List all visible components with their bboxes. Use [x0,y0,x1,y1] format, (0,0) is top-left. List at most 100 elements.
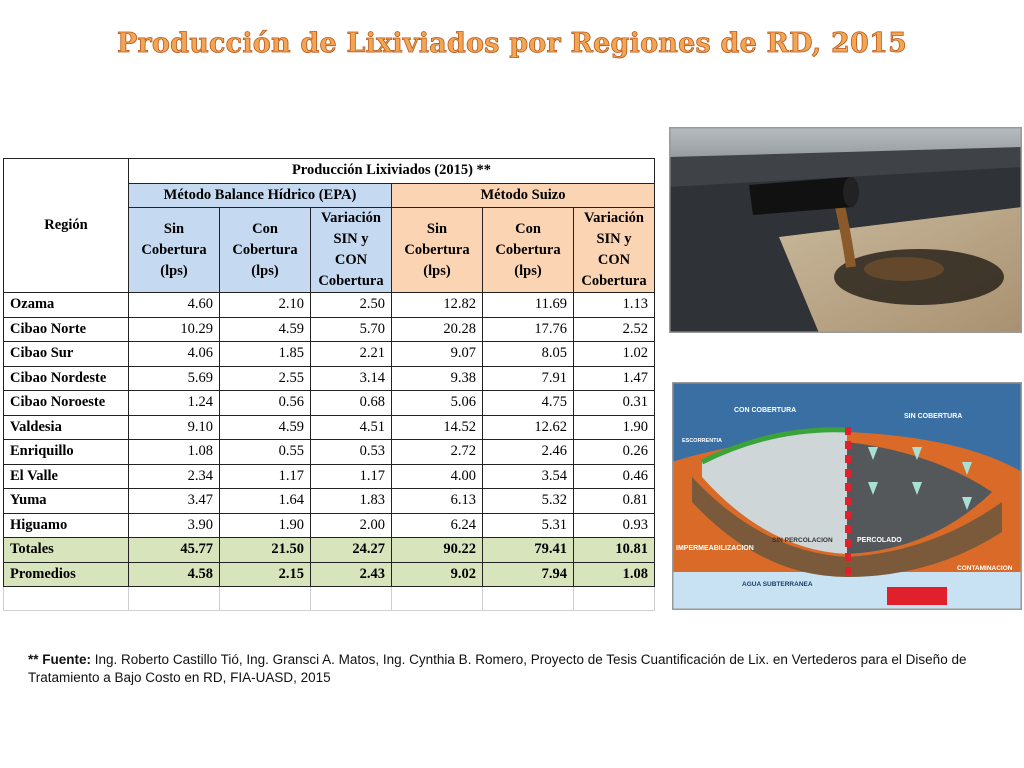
region-cell: Totales [3,537,129,563]
value-cell: 2.34 [128,463,220,489]
value-cell: 8.05 [482,341,574,367]
value-cell: 1.17 [310,463,392,489]
value-cell: 2.00 [310,512,392,538]
value-cell: 24.27 [310,537,392,563]
value-cell: 9.07 [391,341,483,367]
diagram-label-impermeabilizacion: IMPERMEABILIZACION [676,545,754,552]
value-cell: 3.90 [128,512,220,538]
region-cell: Higuamo [3,512,129,538]
region-cell: Valdesia [3,414,129,440]
region-header: Región [3,158,129,293]
value-cell: 2.46 [482,439,574,465]
region-cell: Yuma [3,488,129,514]
totals-row: Totales 45.77 21.50 24.27 90.22 79.41 10.81 [3,537,655,563]
value-cell: 1.83 [310,488,392,514]
source-note: ** Fuente: Ing. Roberto Castillo Tió, In… [28,651,1008,687]
diagram-label-escorrentia: ESCORRENTIA [682,438,722,444]
value-cell: 1.08 [128,439,220,465]
value-cell: 1.08 [573,561,655,587]
value-cell: 2.10 [219,292,311,318]
value-cell: 7.94 [482,561,574,587]
value-cell: 0.31 [573,390,655,416]
value-cell: 1.17 [219,463,311,489]
table-row: Enriquillo 1.08 0.55 0.53 2.72 2.46 0.26 [3,439,655,465]
table-row: Cibao Norte 10.29 4.59 5.70 20.28 17.76 2.52 [3,316,655,342]
value-cell: 5.06 [391,390,483,416]
value-cell: 4.60 [128,292,220,318]
col-suizo-con: Con Cobertura (lps) [482,207,574,293]
table-row: Cibao Noroeste 1.24 0.56 0.68 5.06 4.75 0.31 [3,390,655,416]
value-cell: 2.52 [573,316,655,342]
table-row: Cibao Nordeste 5.69 2.55 3.14 9.38 7.91 1.47 [3,365,655,391]
value-cell: 0.46 [573,463,655,489]
table-row: Valdesia 9.10 4.59 4.51 14.52 12.62 1.90 [3,414,655,440]
value-cell: 20.28 [391,316,483,342]
region-cell: Cibao Noroeste [3,390,129,416]
value-cell: 12.62 [482,414,574,440]
value-cell: 9.10 [128,414,220,440]
value-cell: 21.50 [219,537,311,563]
table-row: Cibao Sur 4.06 1.85 2.21 9.07 8.05 1.02 [3,341,655,367]
col-epa-variacion: Variación SIN y CON Cobertura [310,207,392,293]
value-cell: 2.55 [219,365,311,391]
value-cell: 4.51 [310,414,392,440]
col-suizo-variacion: Variación SIN y CON Cobertura [573,207,655,293]
value-cell: 0.93 [573,512,655,538]
empty-cell [482,586,574,611]
value-cell: 9.38 [391,365,483,391]
value-cell: 1.02 [573,341,655,367]
value-cell: 12.82 [391,292,483,318]
diagram-label-contaminacion: CONTAMINACION [957,565,1013,572]
diagram-label-sin-percolacion: SIN PERCOLACION [772,537,833,544]
value-cell: 4.75 [482,390,574,416]
value-cell: 3.47 [128,488,220,514]
value-cell: 10.29 [128,316,220,342]
value-cell: 10.81 [573,537,655,563]
region-cell: Cibao Sur [3,341,129,367]
value-cell: 4.06 [128,341,220,367]
value-cell: 79.41 [482,537,574,563]
value-cell: 1.24 [128,390,220,416]
value-cell: 5.32 [482,488,574,514]
column-labels-row: Sin Cobertura (lps) Con Cobertura (lps) Vari… [4,207,655,293]
leachate-pipe-photo [669,127,1022,333]
value-cell: 0.53 [310,439,392,465]
col-suizo-sin: Sin Cobertura (lps) [391,207,483,293]
value-cell: 2.21 [310,341,392,367]
value-cell: 5.31 [482,512,574,538]
method-epa-header: Método Balance Hídrico (EPA) [128,182,392,208]
table-row: El Valle 2.34 1.17 1.17 4.00 3.54 0.46 [3,463,655,489]
value-cell: 17.76 [482,316,574,342]
main-header: Producción Lixiviados (2015) ** [128,158,655,184]
value-cell: 45.77 [128,537,220,563]
region-cell: El Valle [3,463,129,489]
page-title: Producción de Lixiviados por Regiones de… [117,28,908,60]
landfill-diagram: CON COBERTURA SIN COBERTURA ESCORRENTIA … [672,382,1022,610]
region-cell: Cibao Nordeste [3,365,129,391]
diagram-label-con-cobertura: CON COBERTURA [734,407,796,414]
empty-cell [573,586,655,611]
value-cell: 2.72 [391,439,483,465]
value-cell: 2.15 [219,561,311,587]
leachate-table: Región Producción Lixiviados (2015) ** M… [3,158,655,611]
source-prefix: ** Fuente: [28,652,92,667]
value-cell: 11.69 [482,292,574,318]
value-cell: 4.59 [219,316,311,342]
value-cell: 0.26 [573,439,655,465]
source-text: Ing. Roberto Castillo Tió, Ing. Gransci … [28,652,967,685]
value-cell: 4.59 [219,414,311,440]
value-cell: 6.13 [391,488,483,514]
value-cell: 1.85 [219,341,311,367]
diagram-label-agua-subterranea: AGUA SUBTERRANEA [742,581,813,588]
value-cell: 1.64 [219,488,311,514]
value-cell: 4.58 [128,561,220,587]
empty-cell [391,586,483,611]
value-cell: 90.22 [391,537,483,563]
value-cell: 2.50 [310,292,392,318]
empty-cell [310,586,392,611]
value-cell: 7.91 [482,365,574,391]
empty-row [3,586,655,611]
value-cell: 5.69 [128,365,220,391]
table-row: Yuma 3.47 1.64 1.83 6.13 5.32 0.81 [3,488,655,514]
averages-row: Promedios 4.58 2.15 2.43 9.02 7.94 1.08 [3,561,655,587]
